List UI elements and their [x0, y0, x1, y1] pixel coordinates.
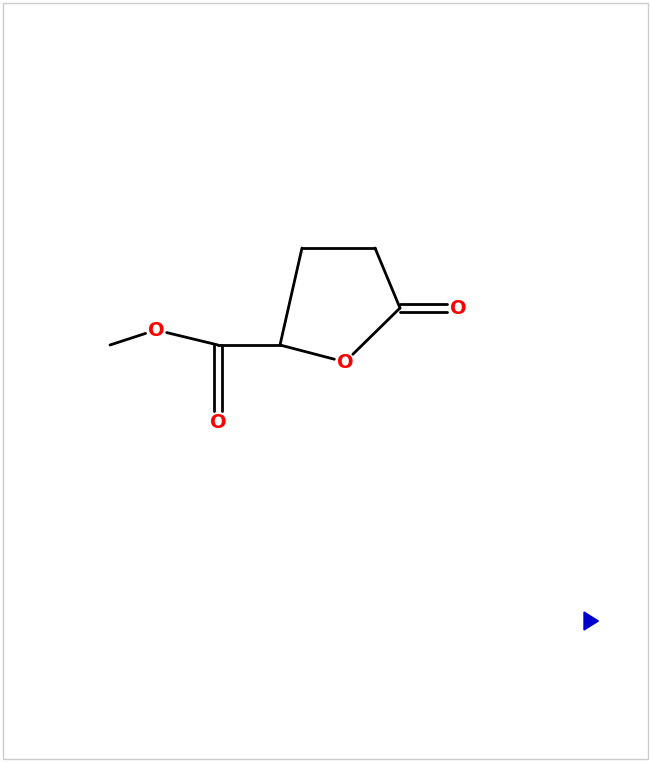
- Text: O: O: [450, 299, 466, 318]
- Polygon shape: [584, 612, 598, 630]
- Text: O: O: [337, 353, 353, 372]
- Text: O: O: [148, 321, 164, 340]
- Text: O: O: [210, 412, 227, 431]
